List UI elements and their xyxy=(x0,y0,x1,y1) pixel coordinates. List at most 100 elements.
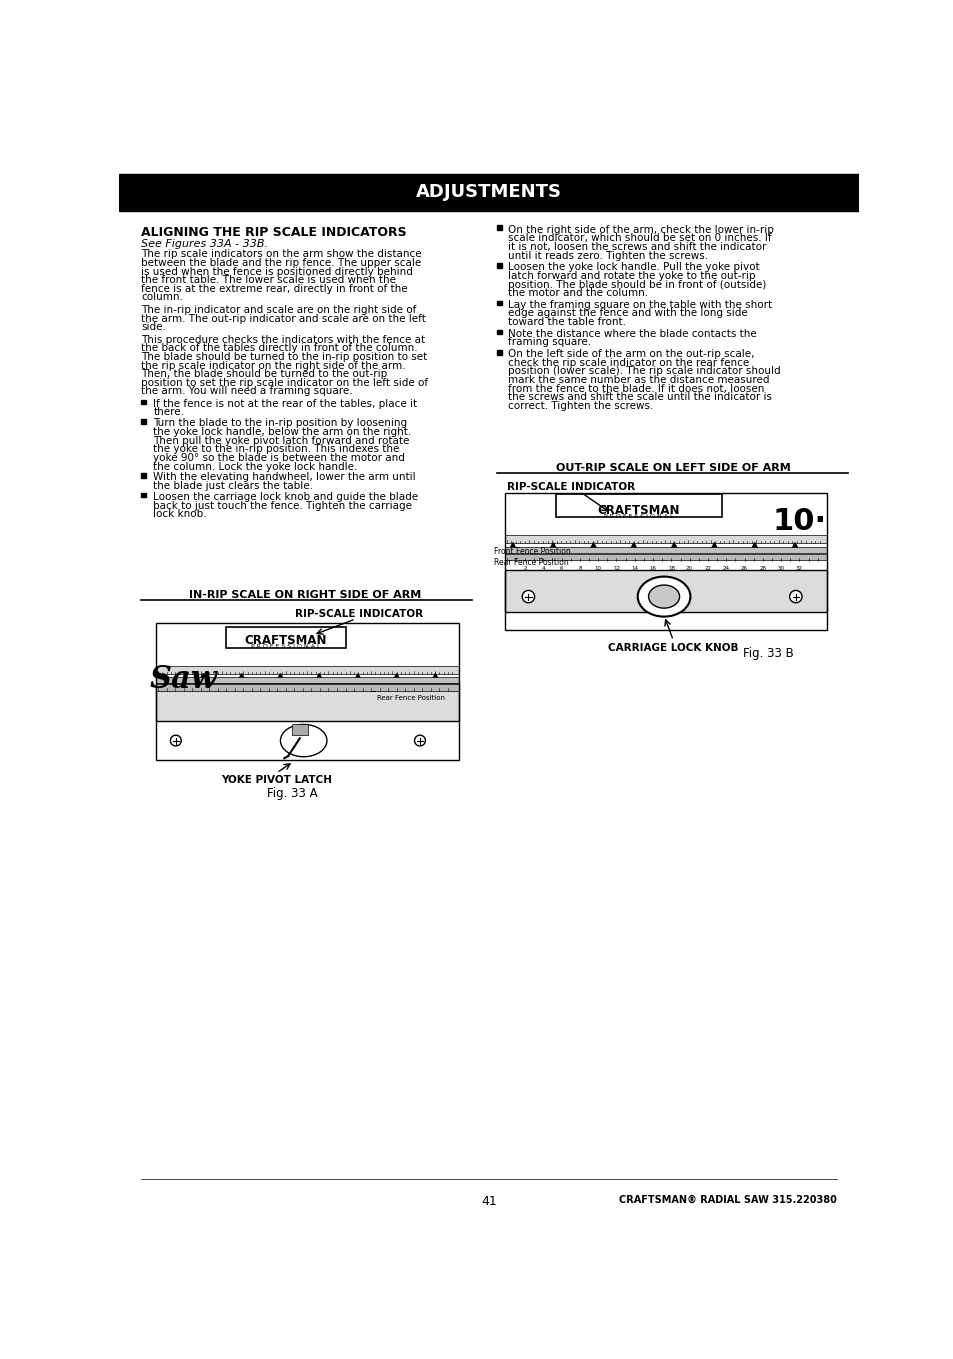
Text: The blade should be turned to the in-rip position to set: The blade should be turned to the in-rip… xyxy=(141,352,427,361)
Text: check the rip scale indicator on the rear fence: check the rip scale indicator on the rea… xyxy=(507,357,748,368)
Ellipse shape xyxy=(171,735,181,746)
Text: the screws and shift the scale until the indicator is: the screws and shift the scale until the… xyxy=(507,393,771,402)
Bar xyxy=(141,473,146,478)
Bar xyxy=(141,419,146,424)
Text: yoke 90° so the blade is between the motor and: yoke 90° so the blade is between the mot… xyxy=(153,453,405,463)
Text: Fig. 33 B: Fig. 33 B xyxy=(742,647,793,659)
Text: On the left side of the arm on the out-rip scale,: On the left side of the arm on the out-r… xyxy=(507,349,753,359)
Bar xyxy=(555,495,721,518)
Text: This procedure checks the indicators with the fence at: This procedure checks the indicators wit… xyxy=(141,334,425,345)
Ellipse shape xyxy=(415,735,425,746)
Text: 10: 10 xyxy=(594,565,601,571)
Polygon shape xyxy=(199,674,207,681)
Text: 30: 30 xyxy=(777,565,783,571)
Polygon shape xyxy=(670,542,678,550)
Bar xyxy=(497,349,501,355)
Bar xyxy=(156,682,458,722)
Text: 32: 32 xyxy=(795,565,802,571)
Bar xyxy=(156,666,458,674)
Bar xyxy=(156,677,458,682)
Text: P R O F E S S I O N A L: P R O F E S S I O N A L xyxy=(603,514,673,519)
Text: 16: 16 xyxy=(649,565,656,571)
Bar xyxy=(156,622,458,760)
Text: CRAFTSMAN® RADIAL SAW 315.220380: CRAFTSMAN® RADIAL SAW 315.220380 xyxy=(618,1195,836,1205)
Ellipse shape xyxy=(789,590,801,603)
Ellipse shape xyxy=(280,724,327,757)
Text: the front table. The lower scale is used when the: the front table. The lower scale is used… xyxy=(141,275,395,285)
Text: is used when the fence is positioned directly behind: is used when the fence is positioned dir… xyxy=(141,266,413,277)
Text: 22: 22 xyxy=(703,565,711,571)
Text: YOKE PIVOT LATCH: YOKE PIVOT LATCH xyxy=(221,775,332,786)
Text: position (lower scale). The rip scale indicator should: position (lower scale). The rip scale in… xyxy=(507,367,780,376)
Text: Fig. 33 A: Fig. 33 A xyxy=(267,787,317,800)
Text: ALIGNING THE RIP SCALE INDICATORS: ALIGNING THE RIP SCALE INDICATORS xyxy=(141,226,406,239)
Polygon shape xyxy=(750,542,758,550)
Polygon shape xyxy=(589,542,597,550)
Text: Loosen the carriage lock knob and guide the blade: Loosen the carriage lock knob and guide … xyxy=(153,492,418,501)
Text: See Figures 33A - 33B.: See Figures 33A - 33B. xyxy=(141,239,268,249)
Text: the back of the tables directly in front of the column.: the back of the tables directly in front… xyxy=(141,344,417,353)
Text: 18: 18 xyxy=(667,565,674,571)
Text: CARRIAGE LOCK KNOB: CARRIAGE LOCK KNOB xyxy=(607,643,738,652)
Text: 8: 8 xyxy=(578,565,581,571)
Ellipse shape xyxy=(648,584,679,607)
Ellipse shape xyxy=(521,590,534,603)
Text: position to set the rip scale indicator on the left side of: position to set the rip scale indicator … xyxy=(141,378,428,387)
Text: framing square.: framing square. xyxy=(507,337,590,348)
Text: the motor and the column.: the motor and the column. xyxy=(507,288,647,298)
Polygon shape xyxy=(549,542,557,550)
Text: 6: 6 xyxy=(559,565,563,571)
Text: OUT-RIP SCALE ON LEFT SIDE OF ARM: OUT-RIP SCALE ON LEFT SIDE OF ARM xyxy=(556,463,790,473)
Text: 28: 28 xyxy=(759,565,765,571)
Text: 4: 4 xyxy=(541,565,544,571)
Bar xyxy=(497,226,501,230)
Text: back to just touch the fence. Tighten the carriage: back to just touch the fence. Tighten th… xyxy=(153,500,412,511)
Text: P R O F E S S I O N A L: P R O F E S S I O N A L xyxy=(251,644,320,650)
Text: there.: there. xyxy=(153,408,184,417)
Bar xyxy=(505,493,826,629)
Polygon shape xyxy=(237,674,245,681)
Polygon shape xyxy=(790,542,798,550)
Text: 20: 20 xyxy=(685,565,693,571)
Text: 10·: 10· xyxy=(772,507,826,535)
Text: scale indicator, which should be set on 0 inches. If: scale indicator, which should be set on … xyxy=(507,234,770,243)
Polygon shape xyxy=(629,542,637,550)
Ellipse shape xyxy=(637,576,690,617)
Text: the rip scale indicator on the right side of the arm.: the rip scale indicator on the right sid… xyxy=(141,360,405,371)
Bar xyxy=(141,400,146,404)
Text: Rear Fence Position: Rear Fence Position xyxy=(377,696,445,701)
Polygon shape xyxy=(431,674,439,681)
Text: the column. Lock the yoke lock handle.: the column. Lock the yoke lock handle. xyxy=(153,462,357,472)
Text: the yoke to the in-rip position. This indexes the: the yoke to the in-rip position. This in… xyxy=(153,444,399,454)
Bar xyxy=(505,535,826,542)
Text: Saw: Saw xyxy=(150,663,217,694)
Text: CRAFTSMAN: CRAFTSMAN xyxy=(597,504,679,518)
Text: Note the distance where the blade contacts the: Note the distance where the blade contac… xyxy=(507,329,756,338)
Text: toward the table front.: toward the table front. xyxy=(507,317,625,328)
Text: Lay the framing square on the table with the short: Lay the framing square on the table with… xyxy=(507,300,771,310)
Text: Front Fence Position: Front Fence Position xyxy=(493,546,570,556)
Text: Then, the blade should be turned to the out-rip: Then, the blade should be turned to the … xyxy=(141,370,387,379)
Text: side.: side. xyxy=(141,322,166,332)
Text: column.: column. xyxy=(141,292,183,303)
Polygon shape xyxy=(393,674,400,681)
Bar xyxy=(497,300,501,306)
Bar xyxy=(156,685,458,690)
Text: until it reads zero. Tighten the screws.: until it reads zero. Tighten the screws. xyxy=(507,250,707,261)
Polygon shape xyxy=(276,674,284,681)
Text: The in-rip indicator and scale are on the right side of: The in-rip indicator and scale are on th… xyxy=(141,304,416,315)
Bar xyxy=(505,569,826,612)
Text: Then pull the yoke pivot latch forward and rotate: Then pull the yoke pivot latch forward a… xyxy=(153,436,409,446)
Text: the arm. The out-rip indicator and scale are on the left: the arm. The out-rip indicator and scale… xyxy=(141,314,425,323)
Text: RIP-SCALE INDICATOR: RIP-SCALE INDICATOR xyxy=(295,609,423,618)
Text: Rear Fence Position: Rear Fence Position xyxy=(493,559,568,567)
Text: 26: 26 xyxy=(740,565,747,571)
Text: mark the same number as the distance measured: mark the same number as the distance mea… xyxy=(507,375,768,385)
Bar xyxy=(292,724,307,735)
Bar xyxy=(505,546,826,553)
Text: edge against the fence and with the long side: edge against the fence and with the long… xyxy=(507,308,746,318)
Text: the blade just clears the table.: the blade just clears the table. xyxy=(153,481,313,491)
Polygon shape xyxy=(315,674,323,681)
Text: fence is at the extreme rear, directly in front of the: fence is at the extreme rear, directly i… xyxy=(141,284,407,294)
Text: 12: 12 xyxy=(613,565,619,571)
